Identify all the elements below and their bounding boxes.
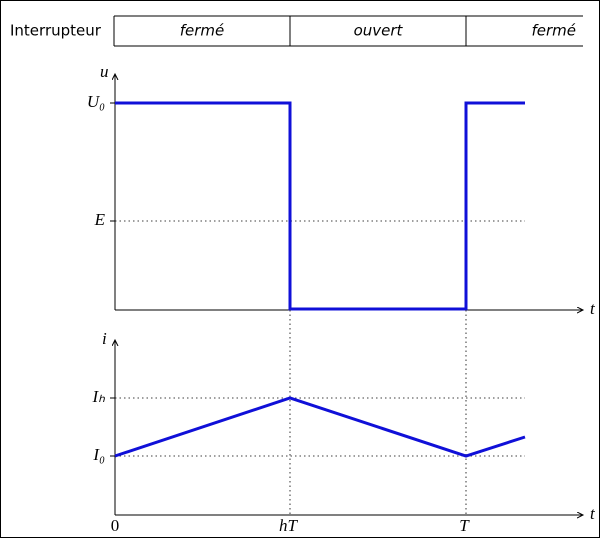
x-mark-label: hT [279, 516, 299, 535]
y-axis-label: u [100, 62, 109, 81]
switch-label: Interrupteur [10, 22, 102, 40]
phase-label: ouvert [354, 22, 404, 40]
y-axis-label: i [102, 329, 107, 348]
level-label: Iₕ [91, 387, 105, 406]
level-label: E [94, 210, 106, 229]
level-label: I₀ [92, 445, 105, 464]
phase-label: fermé [180, 22, 225, 40]
x-axis-label: t [590, 299, 596, 318]
x-mark-label: T [459, 516, 470, 535]
current-waveform [114, 396, 526, 458]
current-plot: i Iₕ I₀ t 0 hT T [91, 310, 596, 535]
x-axis-label: t [590, 504, 596, 523]
voltage-plot: u U₀ E t [87, 62, 596, 318]
switch-row: Interrupteur fermé ouvert fermé [10, 15, 583, 47]
level-label: U₀ [87, 92, 105, 111]
voltage-waveform [115, 101, 525, 311]
phase-label: fermé [531, 22, 576, 40]
x-mark-label: 0 [111, 516, 120, 535]
